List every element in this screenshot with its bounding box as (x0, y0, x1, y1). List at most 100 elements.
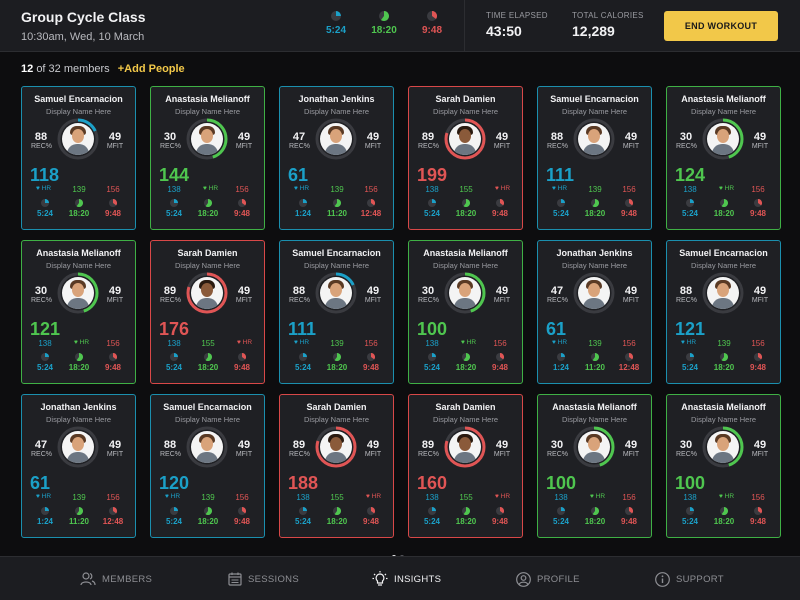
heart-icon: ♥ (203, 185, 207, 192)
zone-green-pie-icon (720, 353, 728, 361)
zone-red-time: 9:48 (233, 517, 250, 526)
member-card[interactable]: Jonathan Jenkins Display Name Here 47 REC% 4… (279, 86, 394, 230)
zone-blue-time-block: 5:24 (546, 507, 576, 526)
mfit-label: MFIT (622, 451, 640, 458)
end-workout-button[interactable]: END WORKOUT (664, 11, 778, 41)
member-name: Samuel Encarnacion (679, 248, 768, 258)
effort-ring (573, 118, 615, 160)
member-card[interactable]: Sarah Damien Display Name Here 89 REC% 49 MFI… (408, 86, 523, 230)
mfit-label: MFIT (751, 451, 769, 458)
nav-members-label: MEMBERS (102, 573, 153, 585)
avatar (62, 431, 94, 463)
display-name: Display Name Here (174, 107, 241, 116)
mfit-value: 49 (108, 285, 122, 297)
member-card[interactable]: Anastasia Melianoff Display Name Here 30 RE… (537, 394, 652, 538)
display-name: Display Name Here (561, 107, 628, 116)
zone-red-pie-icon (754, 199, 762, 207)
zone-red-pie-icon (625, 199, 633, 207)
zone-red-time: 12:48 (102, 517, 124, 526)
zone-green-time-block: 18:20 (193, 507, 223, 526)
member-card[interactable]: Anastasia Melianoff Display Name Here 30 RE… (666, 86, 781, 230)
heart-icon: ♥ (495, 493, 499, 500)
mfit-label: MFIT (235, 297, 253, 304)
zone-red-stat: 156 (622, 185, 636, 194)
zone-red-pie-icon (625, 507, 633, 515)
zone-green-time-block: 18:20 (64, 199, 94, 218)
member-name: Samuel Encarnacion (550, 94, 639, 104)
heart-rate-value: 176 (159, 319, 190, 339)
member-name: Sarah Damien (177, 248, 238, 258)
heart-rate-label: ♥ HR (366, 493, 381, 500)
member-card[interactable]: Anastasia Melianoff Display Name Here 30 RE… (150, 86, 265, 230)
rec-stat: 89 REC% (160, 285, 181, 304)
zone-green-time: 18:20 (326, 363, 348, 372)
hr-label: HR (208, 185, 219, 192)
member-card[interactable]: Sarah Damien Display Name Here 89 REC% 49 MFI… (408, 394, 523, 538)
member-card[interactable]: Jonathan Jenkins Display Name Here 47 REC% 4… (21, 394, 136, 538)
time-elapsed-label: TIME ELAPSED (486, 11, 548, 20)
heart-rate-value: 111 (546, 165, 575, 185)
class-datetime: 10:30am, Wed, 10 March (21, 31, 145, 43)
member-card[interactable]: Samuel Encarnacion Display Name Here 88 REC… (537, 86, 652, 230)
zone-green-time: 18:20 (713, 363, 735, 372)
nav-profile[interactable]: PROFILE (516, 557, 580, 600)
nav-support-label: SUPPORT (676, 573, 724, 585)
nav-support[interactable]: SUPPORT (655, 557, 724, 600)
member-card[interactable]: Anastasia Melianoff Display Name Here 30 RE… (666, 394, 781, 538)
member-name: Jonathan Jenkins (40, 402, 117, 412)
zone-blue-time: 5:24 (552, 517, 569, 526)
nav-insights[interactable]: INSIGHTS (372, 557, 441, 600)
heart-rate-label: ♥ HR (36, 185, 51, 192)
rec-stat: 89 REC% (418, 439, 439, 458)
heart-icon: ♥ (681, 339, 685, 346)
rec-value: 47 (292, 131, 306, 143)
member-card[interactable]: Samuel Encarnacion Display Name Here 88 REC… (666, 240, 781, 384)
nav-sessions[interactable]: SESSIONS (228, 557, 299, 600)
zone-blue-time-block: 5:24 (675, 199, 705, 218)
rec-value: 89 (421, 439, 435, 451)
avatar (449, 431, 481, 463)
member-card[interactable]: Sarah Damien Display Name Here 89 REC% 49 MFI… (150, 240, 265, 384)
add-people-link[interactable]: +Add People (117, 63, 185, 75)
rec-stat: 88 REC% (160, 439, 181, 458)
zone-blue-time-block: 5:24 (417, 507, 447, 526)
zone-blue-pie-icon (299, 199, 307, 207)
member-card[interactable]: Samuel Encarnacion Display Name Here 88 REC… (279, 240, 394, 384)
member-name: Sarah Damien (306, 402, 367, 412)
zone-red-stat: 156 (235, 493, 249, 502)
mfit-value: 49 (108, 131, 122, 143)
zone-red-pie-icon (754, 507, 762, 515)
member-card[interactable]: Sarah Damien Display Name Here 89 REC% 49 MFI… (279, 394, 394, 538)
avatar (191, 123, 223, 155)
mfit-value: 49 (624, 285, 638, 297)
mfit-label: MFIT (235, 451, 253, 458)
mfit-value: 49 (108, 439, 122, 451)
zone-red-stat: 156 (622, 339, 636, 348)
nav-members[interactable]: MEMBERS (80, 557, 152, 600)
member-card[interactable]: Samuel Encarnacion Display Name Here 88 REC… (150, 394, 265, 538)
heart-rate-label: ♥ HR (495, 493, 510, 500)
rec-value: 89 (421, 131, 435, 143)
zone-red-stat: 156 (751, 339, 765, 348)
zone-red-time: 9:48 (362, 363, 379, 372)
hr-label: HR (557, 339, 568, 346)
member-card[interactable]: Anastasia Melianoff Display Name Here 30 RE… (21, 240, 136, 384)
zone-red-time-block: 9:48 (98, 353, 128, 372)
member-card[interactable]: Anastasia Melianoff Display Name Here 30 RE… (408, 240, 523, 384)
member-card[interactable]: Samuel Encarnacion Display Name Here 88 REC… (21, 86, 136, 230)
heart-rate-label: ♥ HR (294, 185, 309, 192)
rec-stat: 88 REC% (676, 285, 697, 304)
zone-blue-time: 5:24 (165, 517, 182, 526)
zone-green-time-block: 18:20 (451, 199, 481, 218)
mfit-label: MFIT (106, 451, 124, 458)
zone-blue-time-block: 5:24 (417, 199, 447, 218)
zone-red-stat: 156 (493, 339, 507, 348)
mfit-stat: 49 MFIT (361, 131, 385, 150)
display-name: Display Name Here (561, 415, 628, 424)
avatar (191, 277, 223, 309)
zone-green-stat: 139 (330, 185, 344, 194)
display-name: Display Name Here (432, 261, 499, 270)
member-card[interactable]: Jonathan Jenkins Display Name Here 47 REC% 4… (537, 240, 652, 384)
zone-red-time-block: 9:48 (227, 353, 257, 372)
mfit-label: MFIT (622, 297, 640, 304)
